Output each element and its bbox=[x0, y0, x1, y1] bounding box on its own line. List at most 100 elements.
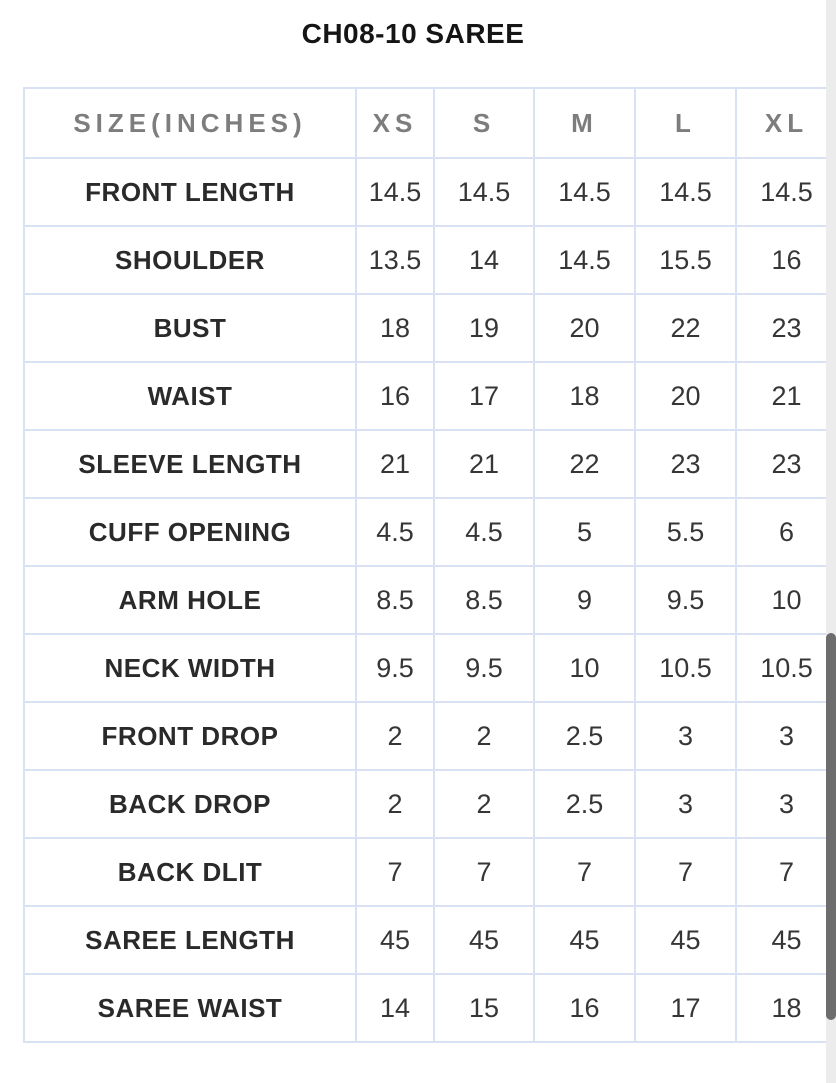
cell-value: 18 bbox=[355, 293, 435, 363]
table-row: BUST 18 19 20 22 23 bbox=[23, 293, 836, 363]
cell-value: 10 bbox=[735, 565, 836, 635]
cell-value: 16 bbox=[735, 225, 836, 295]
cell-value: 14.5 bbox=[533, 157, 636, 227]
cell-value: 10.5 bbox=[634, 633, 737, 703]
row-label: BACK DROP bbox=[23, 769, 357, 839]
cell-value: 2.5 bbox=[533, 701, 636, 771]
row-label: WAIST bbox=[23, 361, 357, 431]
header-size-inches: SIZE(INCHES) bbox=[23, 87, 357, 159]
cell-value: 45 bbox=[433, 905, 535, 975]
cell-value: 23 bbox=[634, 429, 737, 499]
header-size-l: L bbox=[634, 87, 737, 159]
table-row: BACK DLIT 7 7 7 7 7 bbox=[23, 837, 836, 907]
cell-value: 20 bbox=[634, 361, 737, 431]
cell-value: 22 bbox=[634, 293, 737, 363]
table-row: SAREE WAIST 14 15 16 17 18 bbox=[23, 973, 836, 1043]
cell-value: 21 bbox=[735, 361, 836, 431]
cell-value: 9.5 bbox=[634, 565, 737, 635]
cell-value: 21 bbox=[355, 429, 435, 499]
cell-value: 10.5 bbox=[735, 633, 836, 703]
cell-value: 3 bbox=[634, 769, 737, 839]
row-label: SAREE LENGTH bbox=[23, 905, 357, 975]
row-label: NECK WIDTH bbox=[23, 633, 357, 703]
cell-value: 3 bbox=[634, 701, 737, 771]
row-label: FRONT DROP bbox=[23, 701, 357, 771]
cell-value: 14.5 bbox=[355, 157, 435, 227]
cell-value: 45 bbox=[533, 905, 636, 975]
cell-value: 3 bbox=[735, 769, 836, 839]
table-row: ARM HOLE 8.5 8.5 9 9.5 10 bbox=[23, 565, 836, 635]
cell-value: 7 bbox=[355, 837, 435, 907]
cell-value: 2 bbox=[355, 701, 435, 771]
row-label: FRONT LENGTH bbox=[23, 157, 357, 227]
table-row: FRONT DROP 2 2 2.5 3 3 bbox=[23, 701, 836, 771]
cell-value: 10 bbox=[533, 633, 636, 703]
cell-value: 14 bbox=[355, 973, 435, 1043]
cell-value: 2 bbox=[433, 701, 535, 771]
cell-value: 13.5 bbox=[355, 225, 435, 295]
scrollbar-thumb[interactable] bbox=[826, 633, 836, 1020]
row-label: CUFF OPENING bbox=[23, 497, 357, 567]
size-chart-table: SIZE(INCHES) XS S M L XL FRONT LENGTH 14… bbox=[23, 87, 836, 1043]
table-row: SAREE LENGTH 45 45 45 45 45 bbox=[23, 905, 836, 975]
row-label: SHOULDER bbox=[23, 225, 357, 295]
cell-value: 7 bbox=[433, 837, 535, 907]
cell-value: 5 bbox=[533, 497, 636, 567]
table-row: BACK DROP 2 2 2.5 3 3 bbox=[23, 769, 836, 839]
page-title: CH08-10 SAREE bbox=[301, 18, 525, 49]
table-row: CUFF OPENING 4.5 4.5 5 5.5 6 bbox=[23, 497, 836, 567]
cell-value: 18 bbox=[533, 361, 636, 431]
cell-value: 21 bbox=[433, 429, 535, 499]
cell-value: 3 bbox=[735, 701, 836, 771]
cell-value: 45 bbox=[735, 905, 836, 975]
cell-value: 2 bbox=[433, 769, 535, 839]
cell-value: 17 bbox=[433, 361, 535, 431]
cell-value: 9.5 bbox=[355, 633, 435, 703]
cell-value: 8.5 bbox=[355, 565, 435, 635]
header-row: SIZE(INCHES) XS S M L XL bbox=[23, 87, 836, 159]
cell-value: 15 bbox=[433, 973, 535, 1043]
cell-value: 23 bbox=[735, 293, 836, 363]
cell-value: 4.5 bbox=[355, 497, 435, 567]
row-label: BUST bbox=[23, 293, 357, 363]
table-row: FRONT LENGTH 14.5 14.5 14.5 14.5 14.5 bbox=[23, 157, 836, 227]
cell-value: 14.5 bbox=[533, 225, 636, 295]
cell-value: 17 bbox=[634, 973, 737, 1043]
row-label: ARM HOLE bbox=[23, 565, 357, 635]
cell-value: 45 bbox=[634, 905, 737, 975]
header-size-xs: XS bbox=[355, 87, 435, 159]
cell-value: 19 bbox=[433, 293, 535, 363]
cell-value: 16 bbox=[533, 973, 636, 1043]
cell-value: 45 bbox=[355, 905, 435, 975]
cell-value: 18 bbox=[735, 973, 836, 1043]
scrollbar[interactable] bbox=[826, 0, 836, 1083]
cell-value: 23 bbox=[735, 429, 836, 499]
cell-value: 20 bbox=[533, 293, 636, 363]
table-row: NECK WIDTH 9.5 9.5 10 10.5 10.5 bbox=[23, 633, 836, 703]
cell-value: 6 bbox=[735, 497, 836, 567]
table-row: WAIST 16 17 18 20 21 bbox=[23, 361, 836, 431]
row-label: BACK DLIT bbox=[23, 837, 357, 907]
cell-value: 14.5 bbox=[634, 157, 737, 227]
cell-value: 2 bbox=[355, 769, 435, 839]
cell-value: 7 bbox=[735, 837, 836, 907]
header-size-s: S bbox=[433, 87, 535, 159]
cell-value: 8.5 bbox=[433, 565, 535, 635]
cell-value: 14.5 bbox=[433, 157, 535, 227]
cell-value: 5.5 bbox=[634, 497, 737, 567]
table-row: SLEEVE LENGTH 21 21 22 23 23 bbox=[23, 429, 836, 499]
cell-value: 14.5 bbox=[735, 157, 836, 227]
cell-value: 15.5 bbox=[634, 225, 737, 295]
header-size-xl: XL bbox=[735, 87, 836, 159]
row-label: SAREE WAIST bbox=[23, 973, 357, 1043]
cell-value: 9 bbox=[533, 565, 636, 635]
cell-value: 7 bbox=[533, 837, 636, 907]
cell-value: 14 bbox=[433, 225, 535, 295]
cell-value: 9.5 bbox=[433, 633, 535, 703]
cell-value: 7 bbox=[634, 837, 737, 907]
cell-value: 2.5 bbox=[533, 769, 636, 839]
cell-value: 22 bbox=[533, 429, 636, 499]
cell-value: 4.5 bbox=[433, 497, 535, 567]
table-row: SHOULDER 13.5 14 14.5 15.5 16 bbox=[23, 225, 836, 295]
header-size-m: M bbox=[533, 87, 636, 159]
